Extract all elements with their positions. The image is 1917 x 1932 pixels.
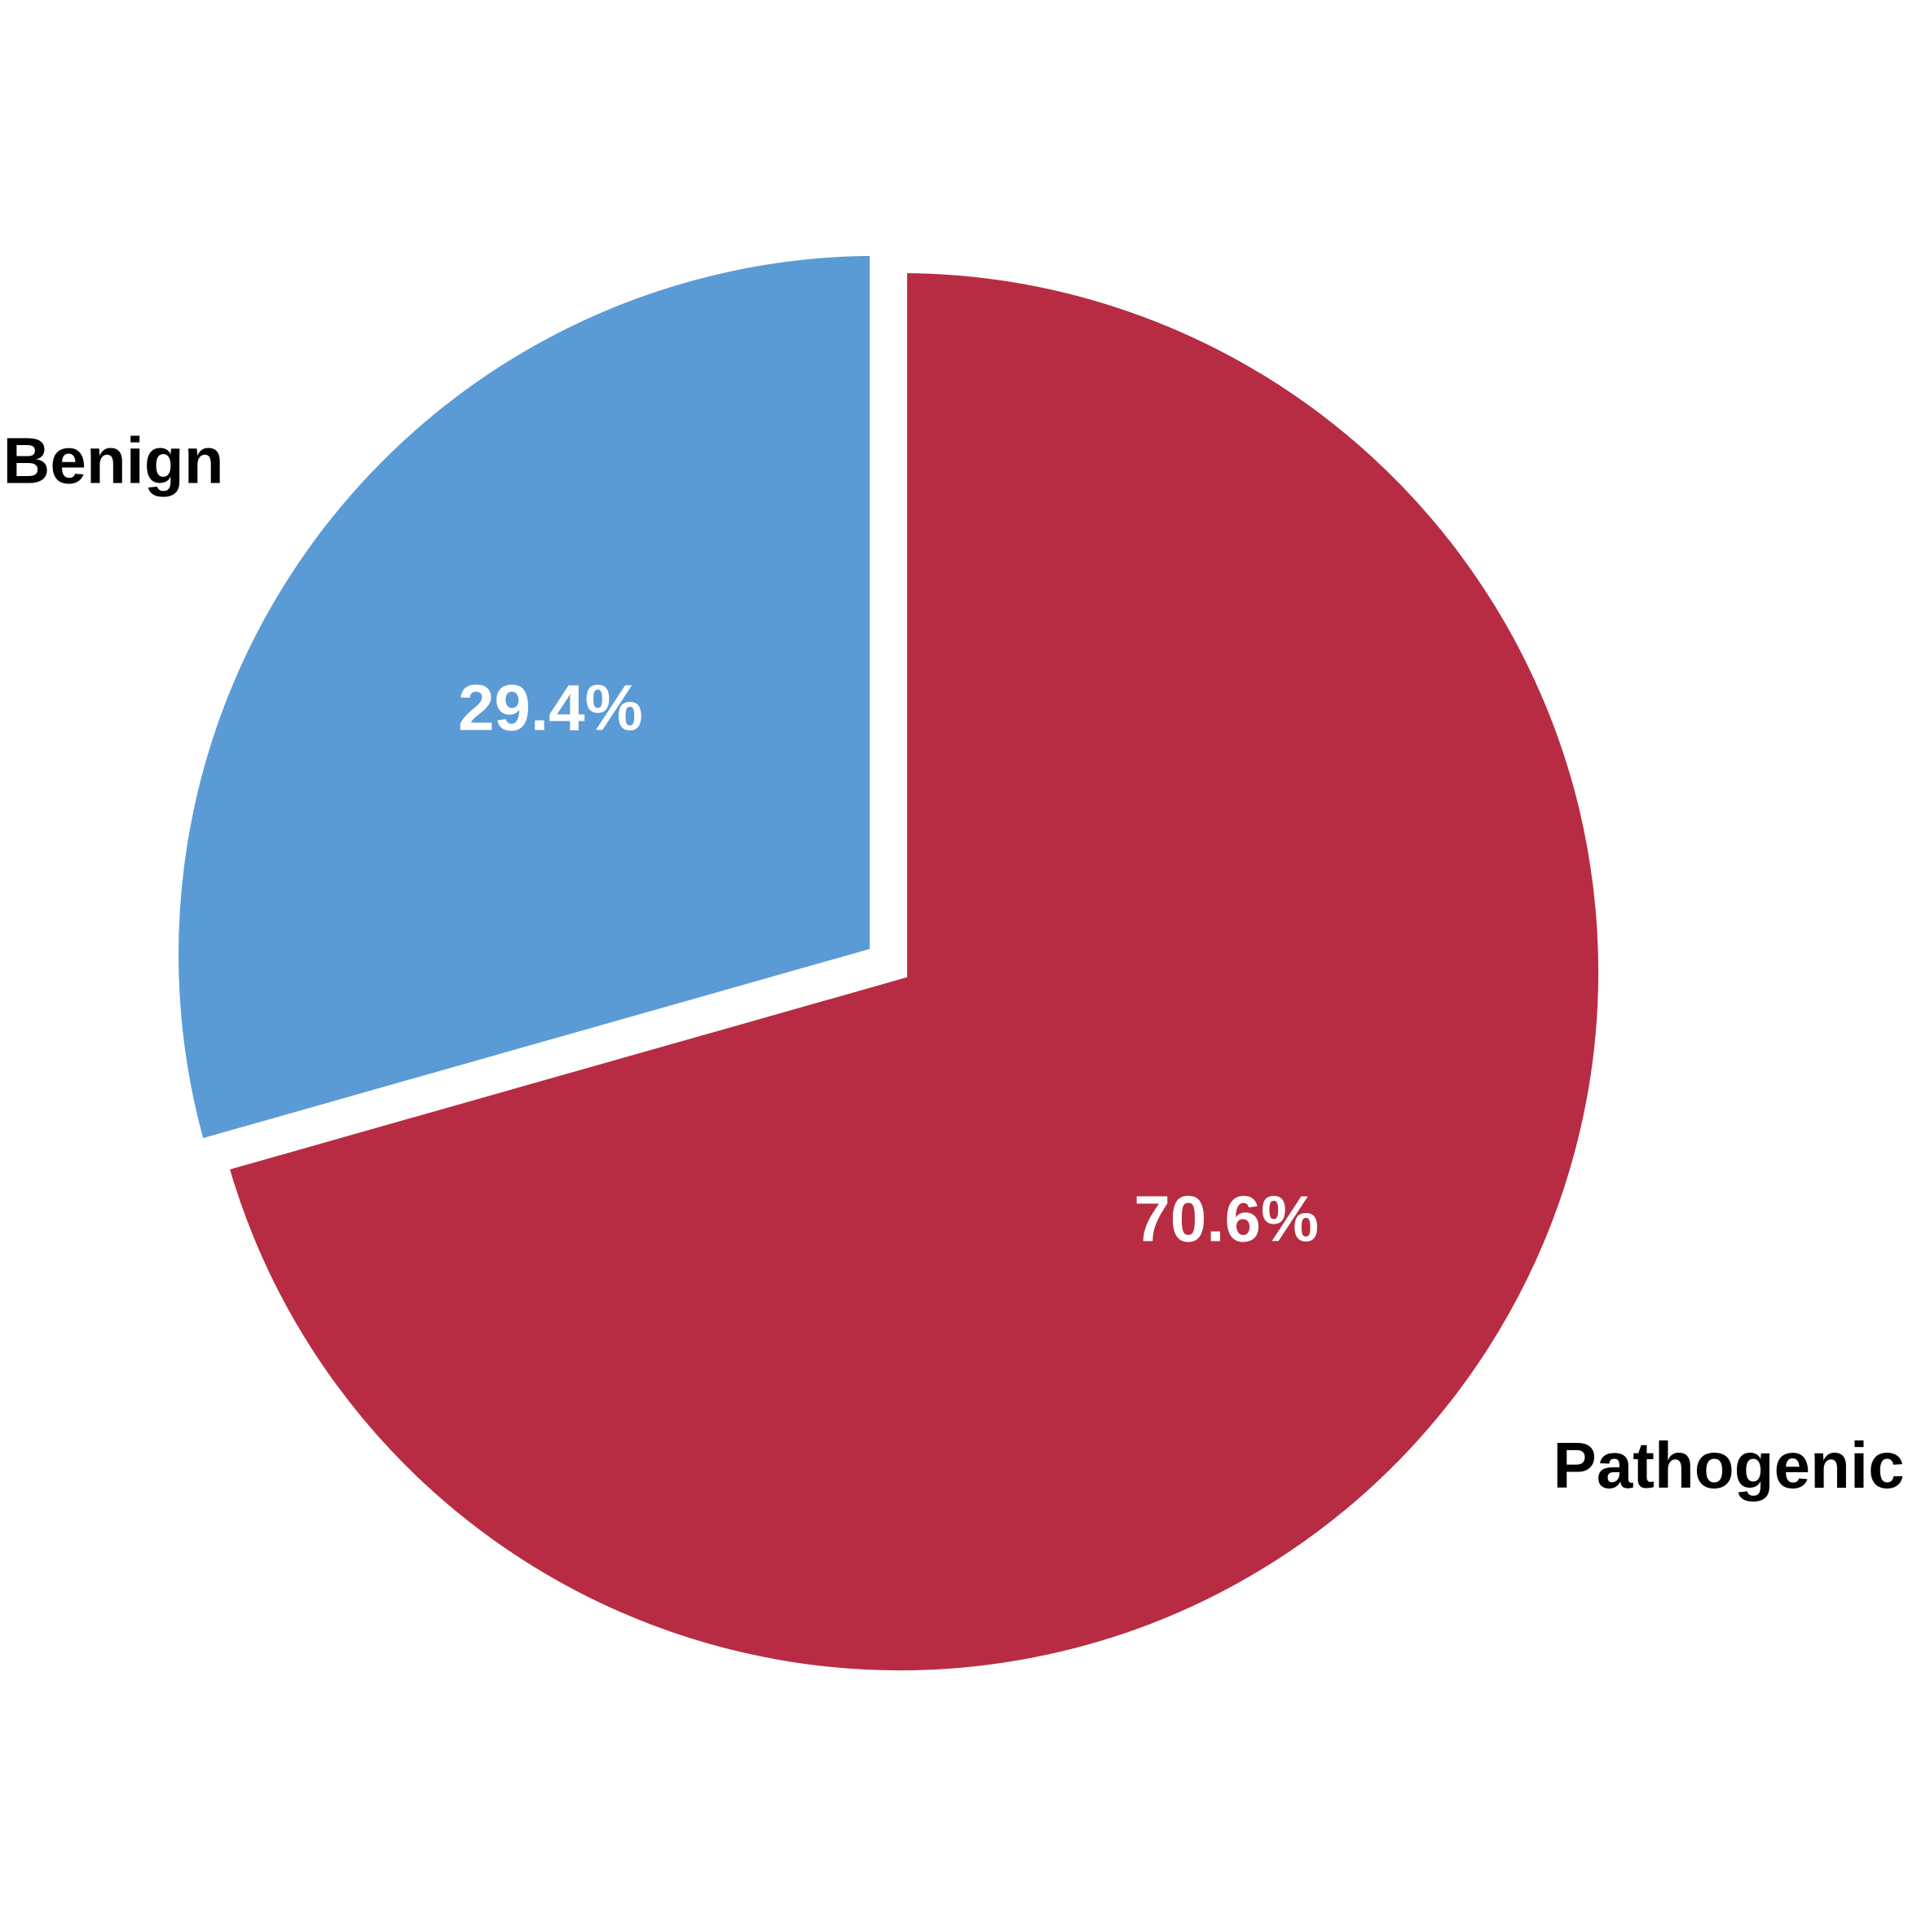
pie-slice-pathogenic [211, 258, 1613, 1685]
pie-category-label-benign: Benign [3, 425, 224, 497]
pie-value-label-benign: 29.4% [458, 672, 643, 744]
pie-category-label-pathogenic: Pathogenic [1553, 1429, 1904, 1502]
pie-value-label-pathogenic: 70.6% [1134, 1182, 1319, 1255]
pie-slice-benign [164, 240, 885, 1157]
pie-slices [164, 240, 1613, 1685]
pie-labels: 70.6% Pathogenic 29.4% Benign [3, 425, 1905, 1502]
